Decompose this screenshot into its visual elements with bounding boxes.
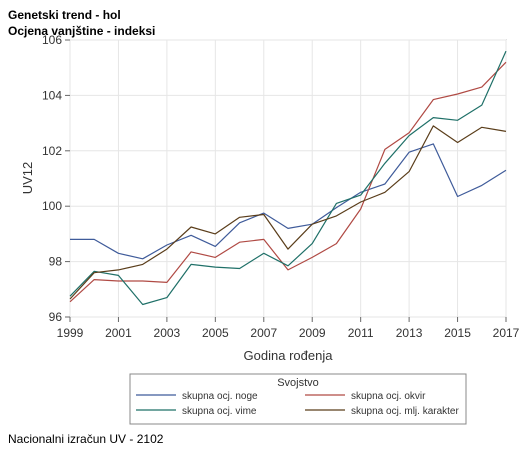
x-tick-label: 2003 (154, 326, 181, 340)
legend-label: skupna ocj. okvir (351, 391, 426, 402)
series-line-1 (70, 143, 507, 260)
x-tick-label: 2001 (105, 326, 132, 340)
y-tick-label: 100 (42, 199, 62, 213)
series-line-4 (69, 125, 507, 300)
y-tick-label: 104 (42, 88, 62, 102)
x-tick-label: 2007 (250, 326, 277, 340)
y-tick-label: 106 (42, 33, 62, 47)
x-tick-label: 2005 (202, 326, 229, 340)
legend-title: Svojstvo (277, 377, 319, 389)
y-tick-label: 98 (49, 255, 63, 269)
series-lines (69, 50, 507, 306)
y-axis: 96 98 100 102 104 106 (42, 33, 70, 324)
legend-label: skupna ocj. noge (182, 391, 258, 402)
x-tick-label: 2013 (396, 326, 423, 340)
chart-title: Genetski trend - hol (8, 8, 121, 22)
legend-box (129, 373, 467, 425)
footer-note: Nacionalni izračun UV - 2102 (8, 432, 164, 446)
y-tick-label: 102 (42, 144, 62, 158)
y-axis-label: UV12 (20, 162, 35, 195)
y-tick-label: 96 (49, 310, 63, 324)
x-axis-label: Godina rođenja (244, 348, 334, 363)
x-tick-label: 2017 (493, 326, 520, 340)
x-tick-label: 1999 (57, 326, 84, 340)
series-line-3 (69, 50, 507, 306)
gridlines (69, 39, 507, 318)
x-tick-label: 2011 (348, 326, 374, 340)
plot-frame (69, 39, 507, 318)
series-line-2 (69, 61, 507, 303)
x-axis: 1999 2001 2003 2005 2007 2009 2011 2013 2015 2017 (57, 317, 520, 340)
x-tick-label: 2015 (444, 326, 471, 340)
chart-subtitle: Ocjena vanjštine - indeksi (8, 24, 156, 38)
legend: Svojstvo skupna ocj. noge skupna ocj. okv… (129, 373, 467, 425)
x-tick-label: 2009 (299, 326, 326, 340)
legend-label: skupna ocj. vime (182, 406, 257, 417)
legend-label: skupna ocj. mlj. karakter (351, 406, 459, 417)
